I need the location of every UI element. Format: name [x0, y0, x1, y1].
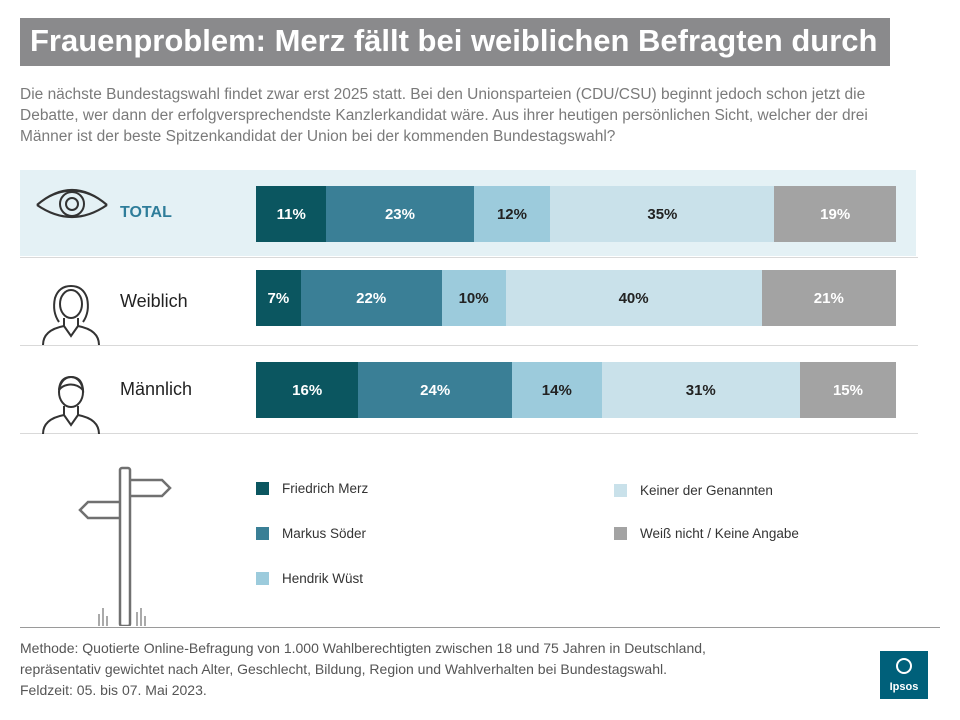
row-label-male: Männlich	[120, 379, 193, 399]
legend-swatch	[256, 482, 269, 495]
data-label: 12%	[496, 205, 527, 223]
woman-icon	[42, 284, 100, 346]
data-label: 7%	[267, 289, 290, 307]
legend-item-keiner: Keiner der Genannten	[614, 483, 773, 498]
bar-segment-weiss-nicht: 15%	[799, 362, 896, 418]
bar-segment-merz: 11%	[256, 186, 327, 242]
legend-label: Friedrich Merz	[282, 481, 369, 496]
legend-swatch	[614, 484, 627, 497]
logo-mark-icon	[896, 658, 912, 674]
legend-label: Markus Söder	[282, 526, 367, 541]
methodology-note: Methode: Quotierte Online-Befragung von …	[20, 638, 880, 701]
bar-segment-weiss-nicht: 21%	[761, 270, 896, 326]
logo-text: Ipsos	[889, 681, 919, 693]
chart-title: Frauenproblem: Merz fällt bei weiblichen…	[30, 23, 878, 58]
bar-segment-soeder: 23%	[326, 186, 474, 242]
bar-segment-keiner: 31%	[601, 362, 800, 418]
bar-segment-keiner: 35%	[550, 186, 775, 242]
bar-segment-merz: 7%	[256, 270, 301, 326]
data-label: 31%	[685, 381, 716, 399]
man-icon	[42, 375, 100, 435]
data-label: 22%	[356, 289, 387, 307]
data-label: 11%	[276, 205, 306, 223]
fieldwork-line: Feldzeit: 05. bis 07. Mai 2023.	[20, 682, 207, 698]
bar-row-männlich: 16% 24% 14% 31% 15%	[256, 362, 896, 418]
data-label: 35%	[647, 205, 678, 223]
title-banner: Frauenproblem: Merz fällt bei weiblichen…	[20, 18, 890, 66]
bar-segment-soeder: 22%	[300, 270, 442, 326]
bar-segment-merz: 16%	[256, 362, 359, 418]
data-label: 10%	[458, 289, 489, 307]
data-label: 24%	[420, 381, 451, 399]
legend-swatch	[256, 572, 269, 585]
bar-segment-wuest: 10%	[441, 270, 506, 326]
data-label: 40%	[618, 289, 649, 307]
bar-segment-soeder: 24%	[358, 362, 512, 418]
data-label: 21%	[813, 289, 844, 307]
legend-swatch	[256, 527, 269, 540]
row-label-total: TOTAL	[120, 204, 172, 221]
bar-segment-wuest: 14%	[511, 362, 602, 418]
signpost-icon	[78, 466, 172, 626]
legend-label: Keiner der Genannten	[640, 483, 773, 498]
legend-label: Hendrik Wüst	[282, 571, 364, 586]
method-line: repräsentativ gewichtet nach Alter, Gesc…	[20, 661, 667, 677]
data-label: 19%	[820, 205, 851, 223]
chart-subtitle: Die nächste Bundestagswahl findet zwar e…	[20, 86, 868, 145]
data-label: 16%	[292, 381, 323, 399]
bar-segment-wuest: 12%	[473, 186, 551, 242]
row-separator	[20, 257, 918, 258]
data-label: 23%	[384, 205, 415, 223]
legend-item-wuest: Hendrik Wüst	[256, 571, 363, 586]
legend-item-merz: Friedrich Merz	[256, 481, 368, 496]
legend-item-weiss-nicht: Weiß nicht / Keine Angabe	[614, 526, 799, 541]
eye-icon	[36, 188, 108, 218]
bar-segment-weiss-nicht: 19%	[774, 186, 896, 242]
data-label: 15%	[832, 381, 863, 399]
legend-item-soeder: Markus Söder	[256, 526, 366, 541]
bar-row-total: 11% 23% 12% 35% 19%	[256, 186, 896, 242]
legend-label: Weiß nicht / Keine Angabe	[640, 526, 799, 541]
data-label: 14%	[541, 381, 572, 399]
row-separator	[20, 433, 918, 434]
row-label-female: Weiblich	[120, 291, 188, 311]
bar-row-weiblich: 7% 22% 10% 40% 21%	[256, 270, 896, 326]
legend-swatch	[614, 527, 627, 540]
footer-divider	[20, 627, 940, 628]
method-line: Methode: Quotierte Online-Befragung von …	[20, 640, 706, 656]
row-separator	[20, 345, 918, 346]
bar-segment-keiner: 40%	[505, 270, 762, 326]
ipsos-logo: Ipsos	[880, 651, 928, 699]
